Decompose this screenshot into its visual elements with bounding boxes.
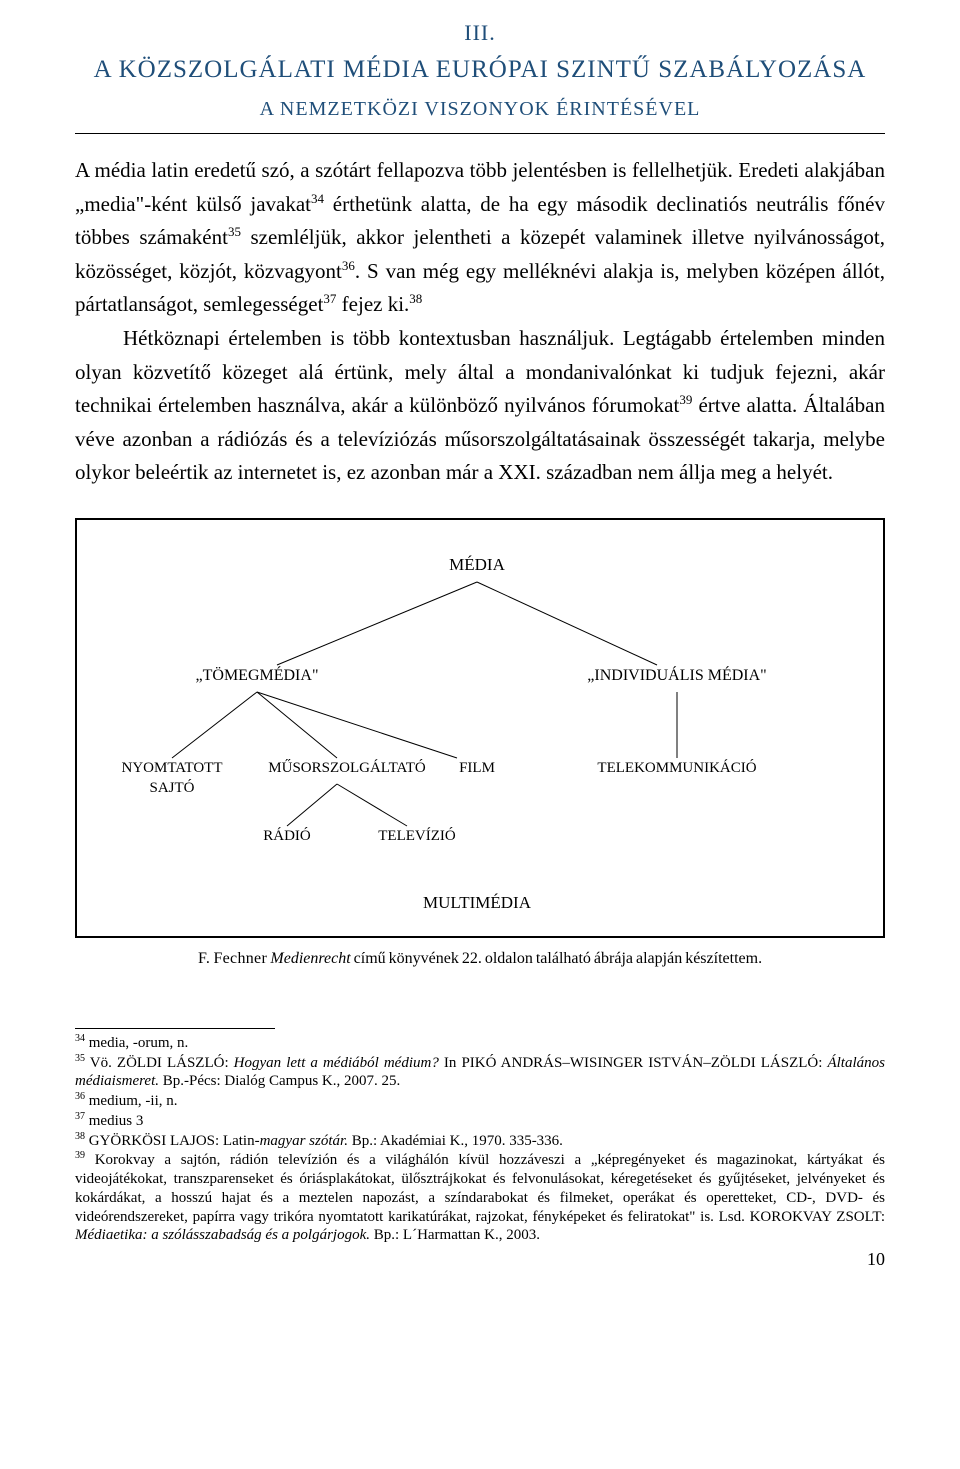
chapter-number: III.	[75, 20, 885, 46]
title-rule	[75, 133, 885, 134]
footnote-separator	[75, 1028, 275, 1029]
footnote-num: 38	[75, 1131, 85, 1142]
footnote-num: 34	[75, 1033, 85, 1044]
diagram-edge	[287, 784, 337, 826]
footnote-text: GYÖRKÖSI LAJOS: Latin-	[85, 1133, 260, 1149]
footnote-text: Vö. ZÖLDI LÁSZLÓ:	[85, 1055, 234, 1071]
diagram-node-indiv: „INDIVIDUÁLIS MÉDIA"	[587, 665, 766, 684]
footnote-text: media, -orum, n.	[85, 1035, 188, 1051]
media-tree-diagram: MÉDIA „TÖMEGMÉDIA" „INDIVIDUÁLIS MÉDIA" NYO…	[75, 518, 885, 938]
chapter-title: A KÖZSZOLGÁLATI MÉDIA EURÓPAI SZINTŰ SZA…	[75, 56, 885, 84]
diagram-edges	[172, 582, 677, 826]
diagram-edge	[337, 784, 407, 826]
paragraph-2: Hétköznapi értelemben is több kontextusb…	[75, 322, 885, 490]
footnote-text: Bp.-Pécs: Dialóg Campus K., 2007. 25.	[159, 1073, 400, 1089]
footnote-34: 34 media, -orum, n.	[75, 1033, 885, 1053]
page-number: 10	[75, 1249, 885, 1270]
diagram-node-radio: RÁDIÓ	[263, 827, 311, 844]
diagram-edge	[257, 692, 457, 758]
footnote-text: Bp.: Akadémiai K., 1970. 335-336.	[348, 1133, 563, 1149]
footnote-num: 36	[75, 1091, 85, 1102]
footnote-35: 35 Vö. ZÖLDI LÁSZLÓ: Hogyan lett a médiá…	[75, 1053, 885, 1092]
chapter-subtitle: A NEMZETKÖZI VISZONYOK ÉRINTÉSÉVEL	[75, 98, 885, 121]
footnote-36: 36 medium, -ii, n.	[75, 1091, 885, 1111]
footnote-text: In PIKÓ ANDRÁS–WISINGER ISTVÁN–ZÖLDI LÁS…	[439, 1055, 828, 1071]
page: III. A KÖZSZOLGÁLATI MÉDIA EURÓPAI SZINT…	[0, 0, 960, 1300]
diagram-node-tomeg: „TÖMEGMÉDIA"	[196, 665, 319, 684]
diagram-edge	[277, 582, 477, 665]
footnote-ref-37: 37	[323, 291, 336, 306]
diagram-node-telekom: TELEKOMMUNIKÁCIÓ	[597, 759, 756, 776]
footnote-italic: Médiaetika: a szólásszabadság és a polgá…	[75, 1227, 370, 1243]
diagram-node-film: FILM	[459, 760, 495, 776]
caption-prefix: F. Fechner	[198, 950, 270, 967]
footnote-text: Bp.: L´Harmattan K., 2003.	[370, 1227, 540, 1243]
diagram-node-nyom2: SAJTÓ	[149, 779, 194, 796]
footnote-num: 39	[75, 1150, 85, 1161]
body-text: A média latin eredetű szó, a szótárt fel…	[75, 154, 885, 490]
diagram-svg: MÉDIA „TÖMEGMÉDIA" „INDIVIDUÁLIS MÉDIA" NYO…	[77, 520, 883, 936]
caption-italic: Medienrecht	[270, 950, 350, 967]
footnote-text: medius 3	[85, 1113, 143, 1129]
footnotes: 34 media, -orum, n. 35 Vö. ZÖLDI LÁSZLÓ:…	[75, 1033, 885, 1245]
footnote-num: 37	[75, 1111, 85, 1122]
diagram-nodes: MÉDIA „TÖMEGMÉDIA" „INDIVIDUÁLIS MÉDIA" NYO…	[121, 555, 766, 912]
diagram-node-multi: MULTIMÉDIA	[423, 893, 532, 912]
footnote-ref-39: 39	[679, 392, 692, 407]
footnote-ref-36: 36	[342, 258, 355, 273]
footnote-38: 38 GYÖRKÖSI LAJOS: Latin-magyar szótár. …	[75, 1131, 885, 1151]
footnote-ref-38: 38	[409, 291, 422, 306]
diagram-node-musor: MŰSORSZOLGÁLTATÓ	[268, 759, 426, 776]
diagram-edge	[477, 582, 657, 665]
diagram-edge	[257, 692, 337, 758]
footnote-ref-35: 35	[228, 224, 241, 239]
text-run: fejez ki.	[336, 292, 409, 316]
diagram-node-nyom1: NYOMTATOTT	[121, 760, 222, 776]
diagram-caption: F. Fechner Medienrecht című könyvének 22…	[75, 950, 885, 968]
footnote-text: Korokvay a sajtón, rádión televízión és …	[75, 1152, 885, 1224]
footnote-italic: magyar szótár.	[260, 1133, 348, 1149]
footnote-italic: Hogyan lett a médiából médium?	[234, 1055, 439, 1071]
diagram-node-root: MÉDIA	[449, 555, 505, 574]
footnote-num: 35	[75, 1053, 85, 1064]
footnote-text: medium, -ii, n.	[85, 1093, 178, 1109]
diagram-node-tv: TELEVÍZIÓ	[378, 827, 456, 844]
paragraph-1: A média latin eredetű szó, a szótárt fel…	[75, 154, 885, 322]
footnote-ref-34: 34	[311, 191, 324, 206]
footnote-39: 39 Korokvay a sajtón, rádión televízión …	[75, 1150, 885, 1245]
footnote-37: 37 medius 3	[75, 1111, 885, 1131]
caption-suffix: című könyvének 22. oldalon található ábr…	[351, 950, 762, 967]
diagram-edge	[172, 692, 257, 758]
